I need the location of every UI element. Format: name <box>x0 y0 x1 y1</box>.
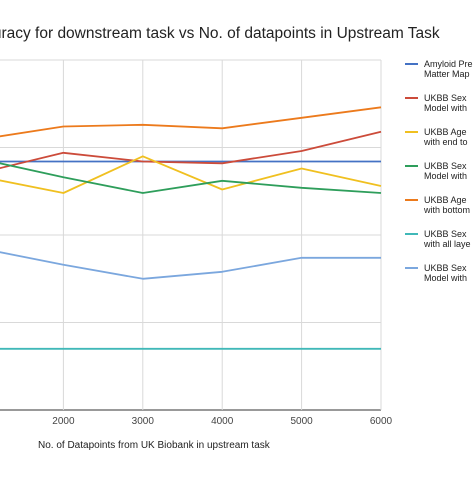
series-line-2 <box>0 130 382 170</box>
legend-label: with end to <box>423 137 468 147</box>
legend-label: UKBB Age <box>424 127 467 137</box>
legend-label: with all laye <box>423 239 471 249</box>
legend-label: UKBB Age <box>424 195 467 205</box>
legend-label: Matter Map <box>424 69 470 79</box>
x-tick-label: 4000 <box>211 416 234 427</box>
legend-label: UKBB Sex <box>424 161 467 171</box>
legend-label: Model with <box>424 103 467 113</box>
x-tick-label: 5000 <box>290 416 313 427</box>
legend-label: UKBB Sex <box>424 229 467 239</box>
legend-label: Model with <box>424 171 467 181</box>
series-line-7 <box>0 251 381 280</box>
legend-label: Model with <box>424 273 467 283</box>
x-tick-label: 2000 <box>52 416 75 427</box>
series-line-3 <box>0 155 382 194</box>
series-line-5 <box>0 106 382 138</box>
series-lines <box>0 106 382 350</box>
x-tick-label: 3000 <box>132 416 155 427</box>
series-line-4 <box>0 162 382 194</box>
x-tick-labels: 2000 3000 4000 5000 6000 <box>52 416 392 427</box>
x-tick-label: 6000 <box>370 416 393 427</box>
x-axis-title: No. of Datapoints from UK Biobank in ups… <box>38 440 271 451</box>
legend-label: with bottom <box>423 205 470 215</box>
chart-title: Accuracy for downstream task vs No. of d… <box>0 25 440 42</box>
legend-label: UKBB Sex <box>424 263 467 273</box>
legend-label: Amyloid Pre <box>424 59 473 69</box>
gridlines <box>0 59 382 411</box>
legend-label: UKBB Sex <box>424 93 467 103</box>
